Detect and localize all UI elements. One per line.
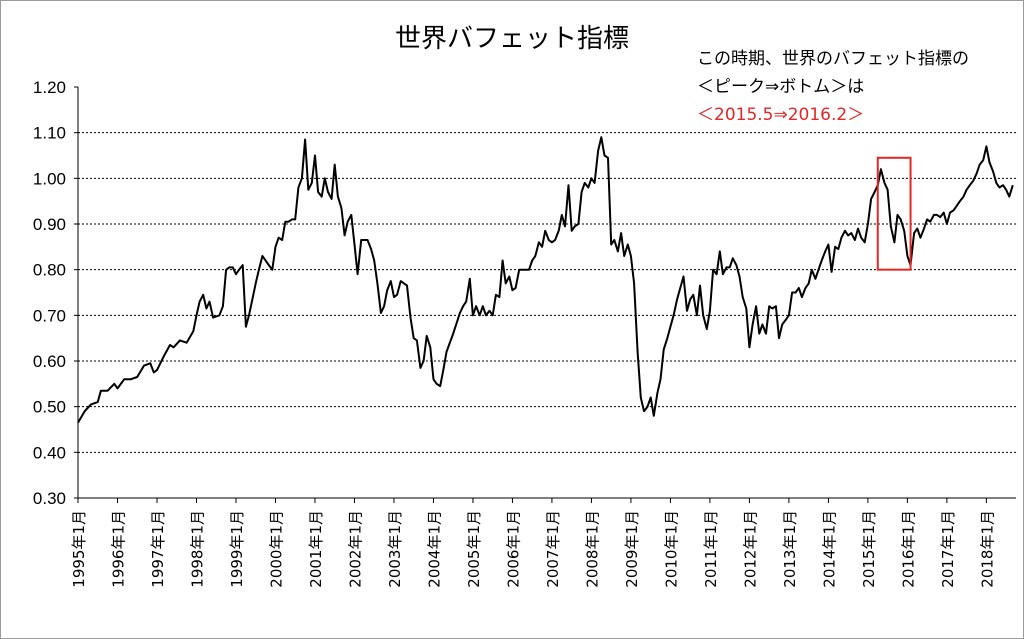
x-tick-label: 1997年1月 — [149, 510, 167, 588]
y-tick-label: 0.40 — [33, 443, 66, 462]
x-tick-label: 2001年1月 — [307, 510, 325, 588]
y-tick-label: 1.10 — [33, 124, 66, 143]
x-tick-label: 2013年1月 — [781, 510, 799, 588]
x-tick-label: 2016年1月 — [899, 510, 917, 588]
y-axis-ticks: 1.20 1.10 1.00 0.90 0.80 0.70 0.60 0.50 0.40 0.30 — [33, 78, 78, 508]
x-tick-label: 2012年1月 — [741, 510, 759, 588]
chart-title: 世界バフェット指標 — [395, 24, 629, 54]
series-line-buffett-indicator — [77, 136, 1014, 424]
x-tick-label: 2008年1月 — [583, 510, 601, 588]
x-tick-label: 2003年1月 — [386, 510, 404, 588]
x-axis-ticks: 1995年1月 1996年1月 1997年1月 1998年1月 1999年1月 2000年… — [70, 498, 996, 588]
y-tick-label: 0.30 — [33, 489, 66, 508]
x-tick-label: 2000年1月 — [267, 510, 285, 588]
y-tick-label: 0.50 — [33, 398, 66, 417]
y-tick-label: 0.70 — [33, 306, 66, 325]
x-tick-label: 2004年1月 — [425, 510, 443, 588]
x-tick-label: 1995年1月 — [70, 510, 88, 588]
x-tick-label: 2009年1月 — [623, 510, 641, 588]
x-tick-label: 2017年1月 — [939, 510, 957, 588]
annotation-line-1: この時期、世界のバフェット指標の — [697, 49, 969, 69]
x-tick-label: 1998年1月 — [188, 510, 206, 588]
x-tick-label: 2010年1月 — [662, 510, 680, 588]
x-tick-label: 2005年1月 — [465, 510, 483, 588]
annotation-line-2: ＜ピーク⇒ボトム＞は — [697, 77, 864, 97]
x-tick-label: 2018年1月 — [978, 510, 996, 588]
y-tick-label: 0.60 — [33, 352, 66, 371]
y-tick-label: 1.20 — [33, 78, 66, 97]
y-tick-label: 0.90 — [33, 215, 66, 234]
x-tick-label: 2002年1月 — [346, 510, 364, 588]
x-tick-label: 2015年1月 — [860, 510, 878, 588]
y-tick-label: 1.00 — [33, 169, 66, 188]
x-tick-label: 2006年1月 — [504, 510, 522, 588]
x-tick-label: 2014年1月 — [820, 510, 838, 588]
x-tick-label: 2011年1月 — [702, 510, 720, 588]
x-tick-label: 1996年1月 — [109, 510, 127, 588]
x-tick-label: 2007年1月 — [544, 510, 562, 588]
y-tick-label: 0.80 — [33, 261, 66, 280]
highlight-box — [876, 156, 912, 271]
x-tick-label: 1999年1月 — [228, 510, 246, 588]
annotation-line-3: ＜2015.5⇒2016.2＞ — [697, 105, 864, 125]
gridlines — [78, 132, 1016, 453]
